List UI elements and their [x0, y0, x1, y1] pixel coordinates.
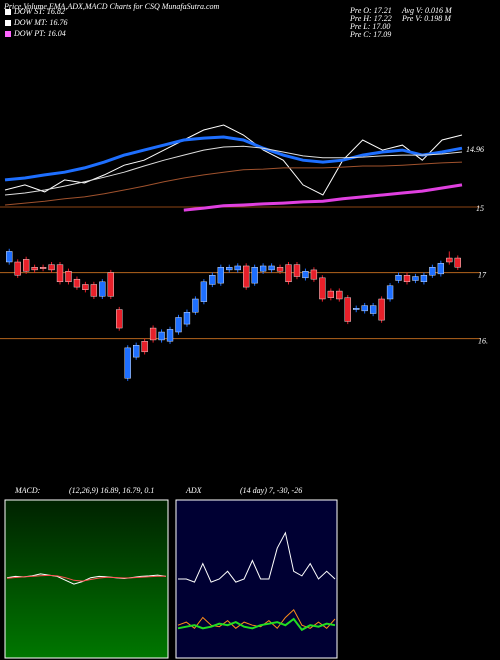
candle-body — [386, 285, 394, 300]
candle-body — [336, 290, 343, 300]
series-line — [178, 531, 336, 583]
candle-body — [412, 276, 419, 281]
candle-body — [310, 269, 318, 280]
candle-body — [293, 264, 301, 277]
series-line — [183, 183, 463, 212]
candle-body — [395, 275, 402, 281]
candle-body — [217, 267, 224, 284]
candle-body — [73, 278, 81, 288]
candle-body — [369, 305, 377, 314]
candle-body — [243, 265, 250, 288]
candle-body — [107, 272, 114, 297]
candle-body — [166, 329, 174, 342]
panel-title: ADX — [185, 486, 203, 495]
candle-body — [31, 267, 38, 271]
y-tick-label: 16. — [478, 336, 488, 345]
stat: Pre V: 0.198 M — [401, 14, 452, 23]
candle-body — [56, 264, 64, 283]
series-line — [4, 135, 463, 182]
stat: Avg V: 0.016 M — [401, 6, 453, 15]
candle-body — [327, 290, 334, 298]
candle-body — [175, 317, 182, 333]
series-line — [6, 573, 167, 585]
legend-label: DOW MT: 16.76 — [13, 18, 68, 27]
candle-body — [378, 298, 385, 321]
candle-body — [420, 275, 428, 283]
candle-body — [158, 331, 165, 341]
candle-body — [403, 275, 411, 283]
candle-body — [65, 271, 72, 283]
candle-body — [276, 267, 284, 272]
series-line — [6, 574, 166, 582]
annotation: 15 — [476, 204, 484, 213]
candle-body — [116, 309, 123, 329]
legend-swatch — [5, 31, 11, 37]
y-tick-label: 17 — [478, 270, 487, 279]
candle-body — [124, 347, 131, 379]
candle-body — [454, 257, 461, 268]
candle-body — [344, 297, 351, 322]
candle-body — [82, 284, 89, 290]
candle-body — [6, 251, 13, 263]
legend-swatch — [5, 20, 11, 26]
panel-title: MACD: — [14, 486, 41, 495]
stat: Pre L: 17.00 — [349, 22, 390, 31]
stat: Pre O: 17.21 — [349, 6, 392, 15]
candle-body — [141, 341, 148, 353]
candle-body — [14, 261, 21, 276]
candle-body — [99, 281, 106, 297]
legend-swatch — [5, 9, 11, 15]
panel-subtitle: (14 day) 7, -30, -26 — [240, 486, 302, 495]
candle-body — [429, 267, 436, 276]
candle-body — [259, 265, 267, 272]
candle-body — [234, 265, 241, 271]
candle-body — [200, 281, 208, 302]
stat: Pre C: 17.09 — [349, 30, 391, 39]
panel-subtitle: (12,26,9) 16.89, 16.79, 0.1 — [69, 486, 154, 495]
candle-body — [133, 345, 140, 358]
stat: Pre H: 17.22 — [349, 14, 392, 23]
legend-label: DOW PT: 16.04 — [13, 29, 66, 38]
candle-body — [192, 298, 199, 313]
candle-body — [39, 267, 47, 269]
candle-body — [48, 264, 55, 271]
candle-body — [361, 305, 368, 312]
series-line — [4, 145, 463, 196]
candle-body — [22, 259, 30, 272]
series-line — [4, 161, 463, 206]
candle-body — [353, 308, 360, 310]
candle-body — [285, 264, 292, 283]
annotation: 14.96 — [466, 145, 484, 154]
candle-body — [319, 277, 326, 300]
candle-body — [302, 271, 309, 279]
candle-body — [226, 267, 233, 271]
series-line — [177, 617, 336, 632]
legend-label: DOW ST: 16.82 — [13, 7, 65, 16]
page-title: Price,Volume,EMA,ADX,MACD Charts for CSQ… — [3, 2, 220, 11]
candle-body — [183, 312, 191, 325]
candle-body — [149, 327, 157, 341]
adx-panel — [175, 499, 338, 659]
candle-body — [251, 267, 258, 284]
candle-body — [446, 257, 453, 263]
candle-body — [437, 263, 445, 275]
macd-panel — [4, 499, 169, 659]
candle-body — [90, 284, 98, 297]
candle-body — [209, 275, 216, 285]
candle-body — [268, 265, 275, 271]
